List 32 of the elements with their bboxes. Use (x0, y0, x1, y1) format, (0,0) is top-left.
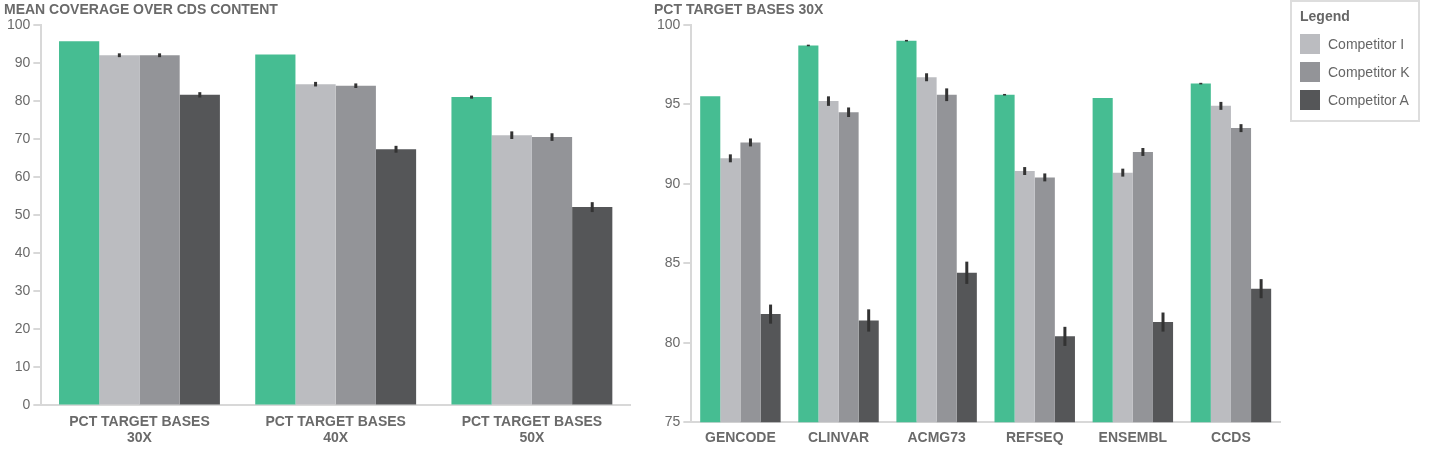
y-tick-label: 70 (14, 129, 31, 146)
y-tick-label: 80 (14, 91, 31, 108)
y-tick-label: 95 (664, 95, 681, 112)
x-tick-label: CLINVAR (807, 429, 870, 446)
legend-label: Competitor I (1328, 36, 1405, 52)
chart-title: PCT TARGET BASES 30X (654, 1, 824, 18)
x-tick-label: PCT TARGET BASES 50X (461, 412, 603, 446)
y-tick-label: 10 (14, 358, 31, 375)
y-tick-label: 50 (14, 205, 31, 222)
x-tick-label: CCDS (1211, 429, 1251, 446)
y-tick-label: 100 (657, 15, 681, 32)
y-tick-label: 90 (14, 53, 31, 70)
y-tick-label: 20 (14, 320, 31, 337)
y-tick-label: 80 (664, 333, 681, 350)
y-tick-label: 40 (14, 244, 31, 261)
y-tick-label: 0 (22, 396, 31, 413)
y-tick-label: 100 (7, 15, 31, 32)
x-tick-label: GENCODE (705, 429, 776, 446)
y-tick-label: 30 (14, 282, 31, 299)
x-tick-label: ACMG73 (907, 429, 966, 446)
y-tick-label: 90 (664, 174, 681, 191)
chart-title: MEAN COVERAGE OVER CDS CONTENT (4, 1, 279, 18)
x-tick-label: PCT TARGET BASES 30X (69, 412, 210, 446)
legend-title: Legend (1300, 8, 1351, 24)
y-tick-label: 85 (664, 254, 681, 271)
legend-label: Competitor A (1328, 92, 1409, 108)
y-tick-label: 60 (14, 167, 31, 184)
legend-label: Competitor K (1328, 64, 1410, 80)
x-tick-label: PCT TARGET BASES 40X (265, 412, 406, 446)
x-tick-label: REFSEQ (1005, 429, 1064, 446)
y-tick-label: 75 (664, 413, 681, 430)
x-tick-label: ENSEMBL (1098, 429, 1168, 446)
